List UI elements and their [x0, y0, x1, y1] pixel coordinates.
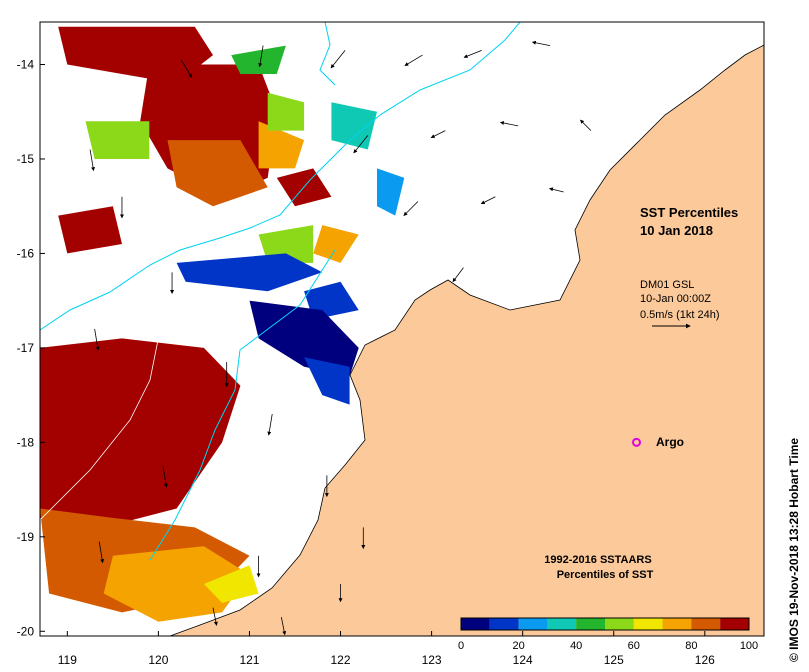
y-tick-label: -14	[17, 58, 35, 72]
sst-patch-16	[377, 168, 405, 216]
legend-tick-label: 60	[628, 640, 640, 652]
current-vector-13	[480, 196, 496, 205]
sst-patch-17	[176, 253, 323, 292]
current-vector-1	[258, 45, 264, 68]
current-vector-23	[98, 541, 105, 564]
x-tick-label: 123	[422, 653, 442, 667]
x-tick-label: 121	[239, 653, 259, 667]
current-vector-4	[463, 49, 482, 58]
current-vector-16	[452, 267, 464, 283]
sst-patch-12	[267, 92, 305, 131]
legend-color-swatch	[720, 618, 749, 630]
legend-title-line2: Percentiles of SST	[557, 569, 654, 581]
sst-patch-5	[167, 140, 268, 207]
x-tick-label: 124	[513, 653, 533, 667]
bathymetry-contour	[319, 22, 336, 86]
current-source-label: DM01 GSL	[640, 279, 694, 291]
legend: 1992-2016 SSTAARS Percentiles of SST 0 20…	[458, 554, 758, 652]
argo-marker	[632, 437, 642, 447]
x-tick-label: 120	[148, 653, 168, 667]
bathymetry-contour	[40, 22, 521, 331]
current-vector-19	[267, 413, 273, 436]
legend-color-swatch	[576, 618, 605, 630]
y-tick-label: -16	[17, 246, 35, 260]
legend-title-line1: 1992-2016 SSTAARS	[544, 554, 651, 566]
legend-color-swatch	[547, 618, 577, 630]
sst-patch-7	[103, 546, 250, 622]
legend-color-swatch	[489, 618, 519, 630]
credit-text: © IMOS 19-Nov-2018 13:28 Hobart Time	[787, 438, 801, 662]
argo-dot	[632, 437, 642, 447]
sst-patch-9	[313, 225, 359, 263]
y-tick-label: -17	[17, 341, 35, 355]
sst-patch-20	[304, 357, 350, 405]
sst-patch-11	[85, 121, 150, 159]
current-vector-26	[212, 607, 218, 626]
y-tick-label: -20	[17, 624, 35, 638]
sst-patch-10	[203, 565, 259, 603]
sst-patch-19	[249, 300, 359, 377]
argo-label: Argo	[656, 435, 684, 449]
current-vector-20	[162, 465, 168, 488]
x-tick-label: 122	[331, 653, 351, 667]
sst-patch-3	[58, 206, 122, 254]
current-vector-9	[499, 121, 519, 127]
legend-frame	[460, 617, 750, 631]
chart-title-line1: SST Percentiles	[640, 205, 738, 220]
sst-patch-2	[40, 338, 241, 528]
current-scale-label: 0.5m/s (1kt 24h)	[640, 309, 719, 321]
legend-tick-label: 20	[512, 640, 524, 652]
sst-patch-13	[258, 225, 314, 263]
legend-tick-label: 80	[685, 640, 697, 652]
land-mass	[169, 22, 764, 636]
legend-color-swatch	[633, 618, 663, 630]
legend-color-swatch	[461, 618, 490, 630]
x-tick-label: 125	[604, 653, 624, 667]
y-tick-label: -19	[17, 530, 35, 544]
legend-tick-labels: 0 20 40 60 80 100	[458, 640, 758, 652]
plot-frame	[39, 21, 765, 637]
current-vector-27	[280, 617, 287, 636]
current-vector-17	[94, 328, 100, 351]
chart-title-line2: 10 Jan 2018	[640, 223, 713, 238]
legend-colorbar	[460, 617, 750, 631]
current-vector-7	[353, 135, 369, 154]
current-vector-8	[430, 130, 446, 138]
current-time-label: 10-Jan 00:00Z	[640, 293, 711, 305]
legend-tick-label: 40	[570, 640, 582, 652]
y-tick-label: -15	[17, 152, 35, 166]
current-vector-5	[531, 40, 551, 47]
current-vector-12	[403, 201, 419, 216]
current-vector-0	[180, 59, 193, 78]
sst-patch-14	[231, 45, 286, 74]
current-vector-6	[89, 149, 96, 172]
current-vector-14	[549, 187, 564, 193]
current-vector-3	[404, 54, 423, 66]
legend-color-swatch	[691, 618, 721, 630]
bathymetry-contour	[149, 249, 336, 561]
sst-patch-8	[258, 121, 305, 169]
y-tick-label: -18	[17, 435, 35, 449]
sst-percentile-layer	[40, 26, 405, 622]
x-axis: 119 120 121 122 123 124 125 126	[58, 631, 715, 667]
legend-color-swatch	[518, 618, 548, 630]
current-vector-2	[330, 50, 346, 69]
legend-color-swatch	[662, 618, 692, 630]
x-tick-label: 119	[58, 653, 77, 667]
legend-color-swatch	[605, 618, 634, 630]
legend-tick-label: 100	[740, 640, 758, 652]
current-vector-10	[579, 119, 592, 131]
x-tick-label: 126	[695, 653, 715, 667]
y-axis: -14 -15 -16 -17 -18 -19 -20	[17, 58, 45, 638]
legend-tick-label: 0	[458, 640, 464, 652]
bathymetry-contour	[40, 329, 161, 521]
current-vector-layer	[89, 40, 592, 636]
